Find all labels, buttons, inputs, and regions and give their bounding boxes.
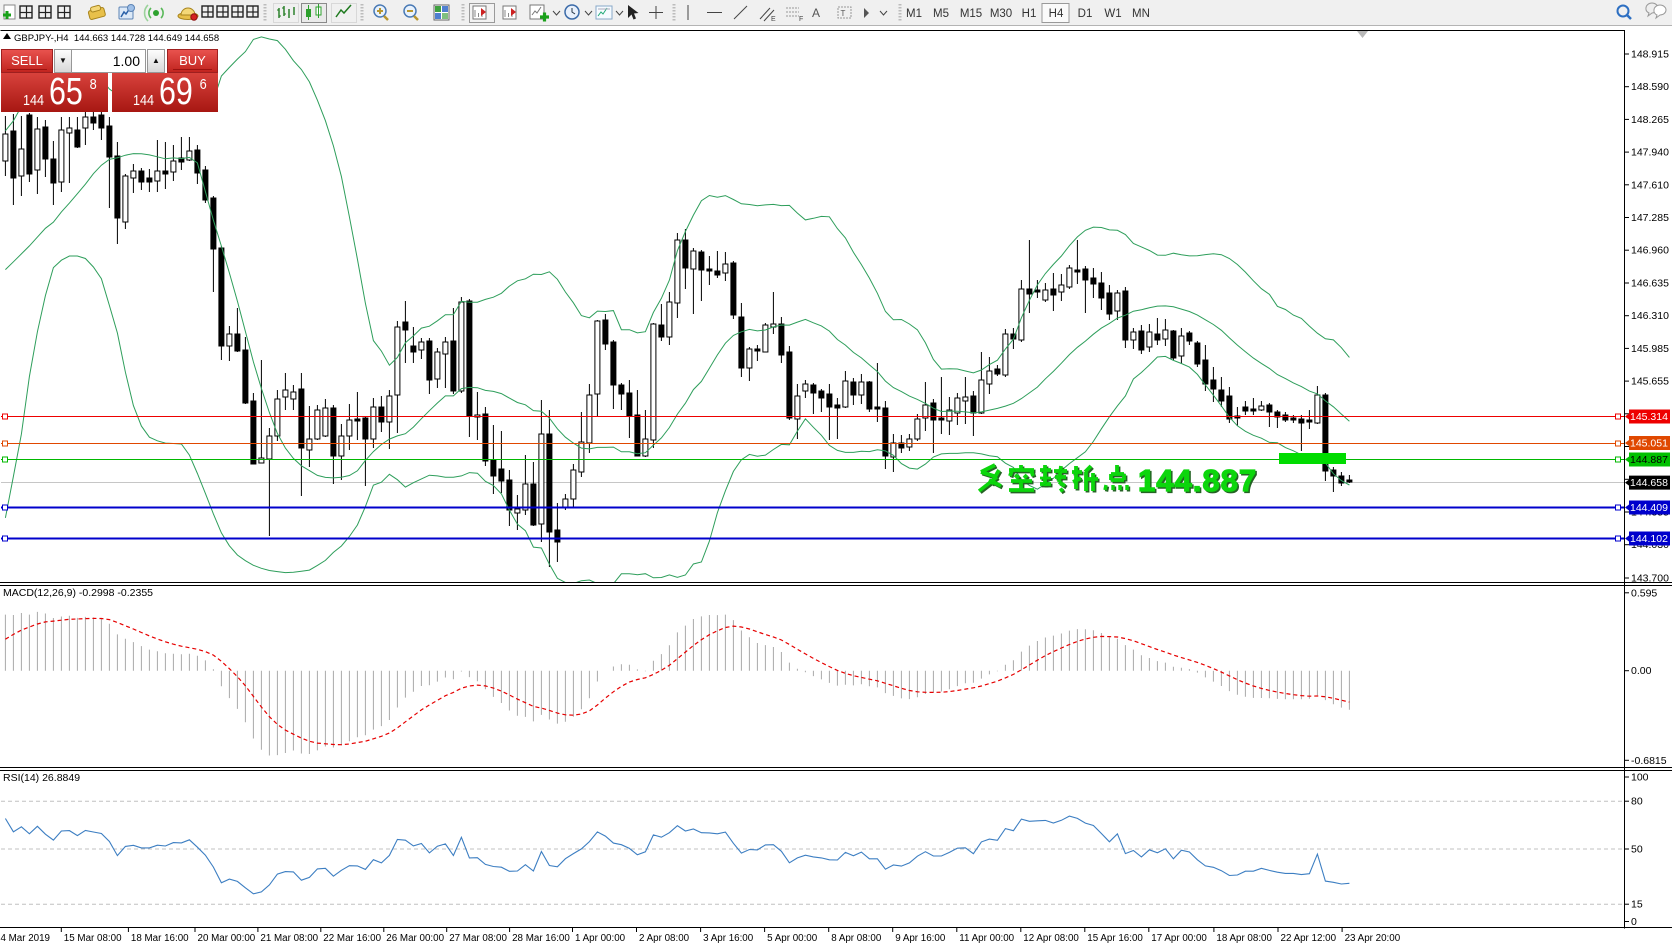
svg-text:18 Apr 08:00: 18 Apr 08:00 <box>1216 933 1272 944</box>
svg-text:28 Mar 16:00: 28 Mar 16:00 <box>512 933 570 944</box>
svg-text:144.409: 144.409 <box>1630 502 1668 514</box>
svg-text:22 Apr 12:00: 22 Apr 12:00 <box>1281 933 1337 944</box>
svg-text:MACD(12,26,9) -0.2998 -0.2355: MACD(12,26,9) -0.2998 -0.2355 <box>3 587 153 599</box>
svg-text:144.887: 144.887 <box>1138 463 1257 498</box>
svg-text:80: 80 <box>1631 796 1643 808</box>
svg-text:-0.6815: -0.6815 <box>1631 755 1667 767</box>
svg-text:3 Apr 16:00: 3 Apr 16:00 <box>703 933 754 944</box>
svg-text:H1: H1 <box>1022 8 1037 20</box>
svg-text:T: T <box>841 9 846 18</box>
svg-text:100: 100 <box>1631 772 1649 784</box>
svg-text:A: A <box>812 6 820 20</box>
svg-text:RSI(14) 26.8849: RSI(14) 26.8849 <box>3 772 80 784</box>
svg-text:12 Apr 08:00: 12 Apr 08:00 <box>1023 933 1079 944</box>
svg-text:148.915: 148.915 <box>1631 49 1669 61</box>
svg-text:W1: W1 <box>1104 8 1121 20</box>
svg-text:145.655: 145.655 <box>1631 376 1669 388</box>
svg-text:M15: M15 <box>960 8 982 20</box>
svg-text:143.700: 143.700 <box>1631 573 1669 585</box>
svg-text:MN: MN <box>1132 8 1150 20</box>
svg-text:50: 50 <box>1631 844 1643 856</box>
svg-text:147.285: 147.285 <box>1631 212 1669 224</box>
svg-text:M5: M5 <box>933 8 949 20</box>
svg-text:146.310: 146.310 <box>1631 310 1669 322</box>
svg-text:0: 0 <box>1631 916 1637 928</box>
svg-text:147.940: 147.940 <box>1631 147 1669 159</box>
svg-text:147.610: 147.610 <box>1631 179 1669 191</box>
svg-text:9 Apr 16:00: 9 Apr 16:00 <box>895 933 946 944</box>
svg-text:145.985: 145.985 <box>1631 343 1669 355</box>
svg-text:148.590: 148.590 <box>1631 81 1669 93</box>
svg-text:21 Mar 08:00: 21 Mar 08:00 <box>260 933 318 944</box>
svg-text:22 Mar 16:00: 22 Mar 16:00 <box>323 933 381 944</box>
svg-text:146.635: 146.635 <box>1631 278 1669 290</box>
svg-text:2 Apr 08:00: 2 Apr 08:00 <box>639 933 690 944</box>
svg-text:145.051: 145.051 <box>1630 438 1668 450</box>
svg-text:144.887: 144.887 <box>1140 465 1259 500</box>
svg-text:M1: M1 <box>906 8 922 20</box>
svg-text:E: E <box>771 16 776 23</box>
svg-text:23 Apr 20:00: 23 Apr 20:00 <box>1345 933 1401 944</box>
svg-text:1 Apr 00:00: 1 Apr 00:00 <box>575 933 626 944</box>
svg-text:145.314: 145.314 <box>1630 411 1668 423</box>
svg-text:M30: M30 <box>990 8 1012 20</box>
svg-text:11 Apr 00:00: 11 Apr 00:00 <box>959 933 1014 944</box>
svg-text:D1: D1 <box>1078 8 1093 20</box>
svg-text:17 Apr 00:00: 17 Apr 00:00 <box>1151 933 1207 944</box>
svg-text:14 Mar 2019: 14 Mar 2019 <box>0 933 50 944</box>
svg-text:26 Mar 00:00: 26 Mar 00:00 <box>386 933 444 944</box>
svg-text:15 Apr 16:00: 15 Apr 16:00 <box>1087 933 1143 944</box>
svg-text:5 Apr 00:00: 5 Apr 00:00 <box>767 933 818 944</box>
svg-text:148.265: 148.265 <box>1631 114 1669 126</box>
svg-text:H4: H4 <box>1049 8 1064 20</box>
svg-text:20 Mar 00:00: 20 Mar 00:00 <box>198 933 256 944</box>
svg-text:146.960: 146.960 <box>1631 245 1669 257</box>
svg-text:18 Mar 16:00: 18 Mar 16:00 <box>131 933 189 944</box>
svg-text:15 Mar 08:00: 15 Mar 08:00 <box>64 933 122 944</box>
svg-text:F: F <box>799 16 803 23</box>
svg-text:GBPJPY-,H4 144.663 144.728 14: GBPJPY-,H4 144.663 144.728 144.649 144.6… <box>14 33 219 44</box>
svg-text:0.00: 0.00 <box>1631 665 1652 677</box>
svg-text:144.102: 144.102 <box>1630 533 1668 545</box>
svg-text:8 Apr 08:00: 8 Apr 08:00 <box>831 933 882 944</box>
svg-text:27 Mar 08:00: 27 Mar 08:00 <box>449 933 507 944</box>
svg-text:0.595: 0.595 <box>1631 587 1657 599</box>
svg-text:144.887: 144.887 <box>1630 454 1668 466</box>
svg-text:15: 15 <box>1631 899 1643 911</box>
svg-text:144.658: 144.658 <box>1630 477 1668 489</box>
